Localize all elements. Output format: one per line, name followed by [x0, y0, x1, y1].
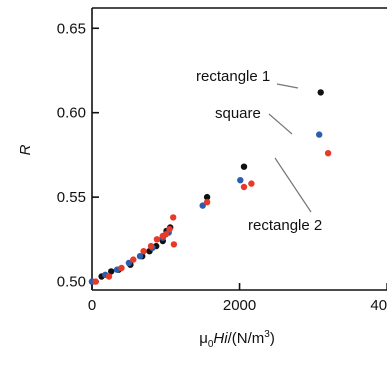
annotation-rectangle-1: rectangle 1: [196, 68, 270, 85]
point-rectangle-1: [317, 89, 324, 96]
point-rectangle-2: [240, 183, 248, 191]
point-rectangle-2: [118, 264, 125, 272]
point-rectangle-2: [140, 248, 147, 255]
point-rectangle-1: [240, 163, 248, 170]
x-tick-label: 4000: [370, 297, 387, 314]
annotation-square: square: [215, 105, 261, 122]
x-axis-title-var: Hi: [213, 330, 228, 347]
x-axis-title-sub: 0: [208, 339, 214, 350]
x-tick-label: 2000: [223, 297, 256, 314]
x-axis-title: μ0Hi/(N/m3): [199, 329, 275, 350]
point-rectangle-2: [153, 236, 161, 243]
point-square: [199, 202, 206, 209]
annotation-rectangle-2: rectangle 2: [248, 217, 322, 234]
y-axis-title: R: [17, 144, 34, 155]
annotation-leader-rectangle-2: [274, 157, 312, 213]
x-tick-label: 0: [88, 297, 96, 314]
point-rectangle-2: [166, 226, 173, 233]
point-square: [136, 253, 144, 260]
y-tick-label: 0.60: [57, 105, 86, 122]
point-rectangle-2: [162, 231, 169, 238]
point-rectangle-2: [92, 278, 99, 285]
point-square: [125, 259, 133, 267]
x-axis-title-unit: /(N/m: [228, 330, 265, 347]
point-square: [316, 131, 323, 138]
x-axis-title-sup: 3: [264, 329, 270, 340]
point-rectangle-2: [203, 199, 211, 206]
y-tick-label: 0.65: [57, 20, 86, 37]
point-rectangle-2: [130, 256, 137, 263]
y-tick-label: 0.50: [57, 274, 86, 291]
point-rectangle-2: [147, 242, 155, 250]
point-rectangle-2: [170, 241, 178, 248]
point-rectangle-2: [170, 214, 177, 221]
y-tick-label: 0.55: [57, 189, 86, 206]
point-rectangle-1: [108, 268, 115, 275]
point-square: [237, 177, 244, 184]
annotation-leader-square: [268, 113, 293, 135]
point-rectangle-1: [203, 193, 211, 201]
x-axis-title-mu: μ: [199, 330, 208, 347]
annotation-leader-rectangle-1: [276, 83, 299, 89]
point-rectangle-2: [324, 150, 332, 157]
point-rectangle-2: [105, 273, 113, 280]
x-axis-title-close: ): [270, 330, 275, 347]
point-rectangle-2: [248, 180, 255, 187]
